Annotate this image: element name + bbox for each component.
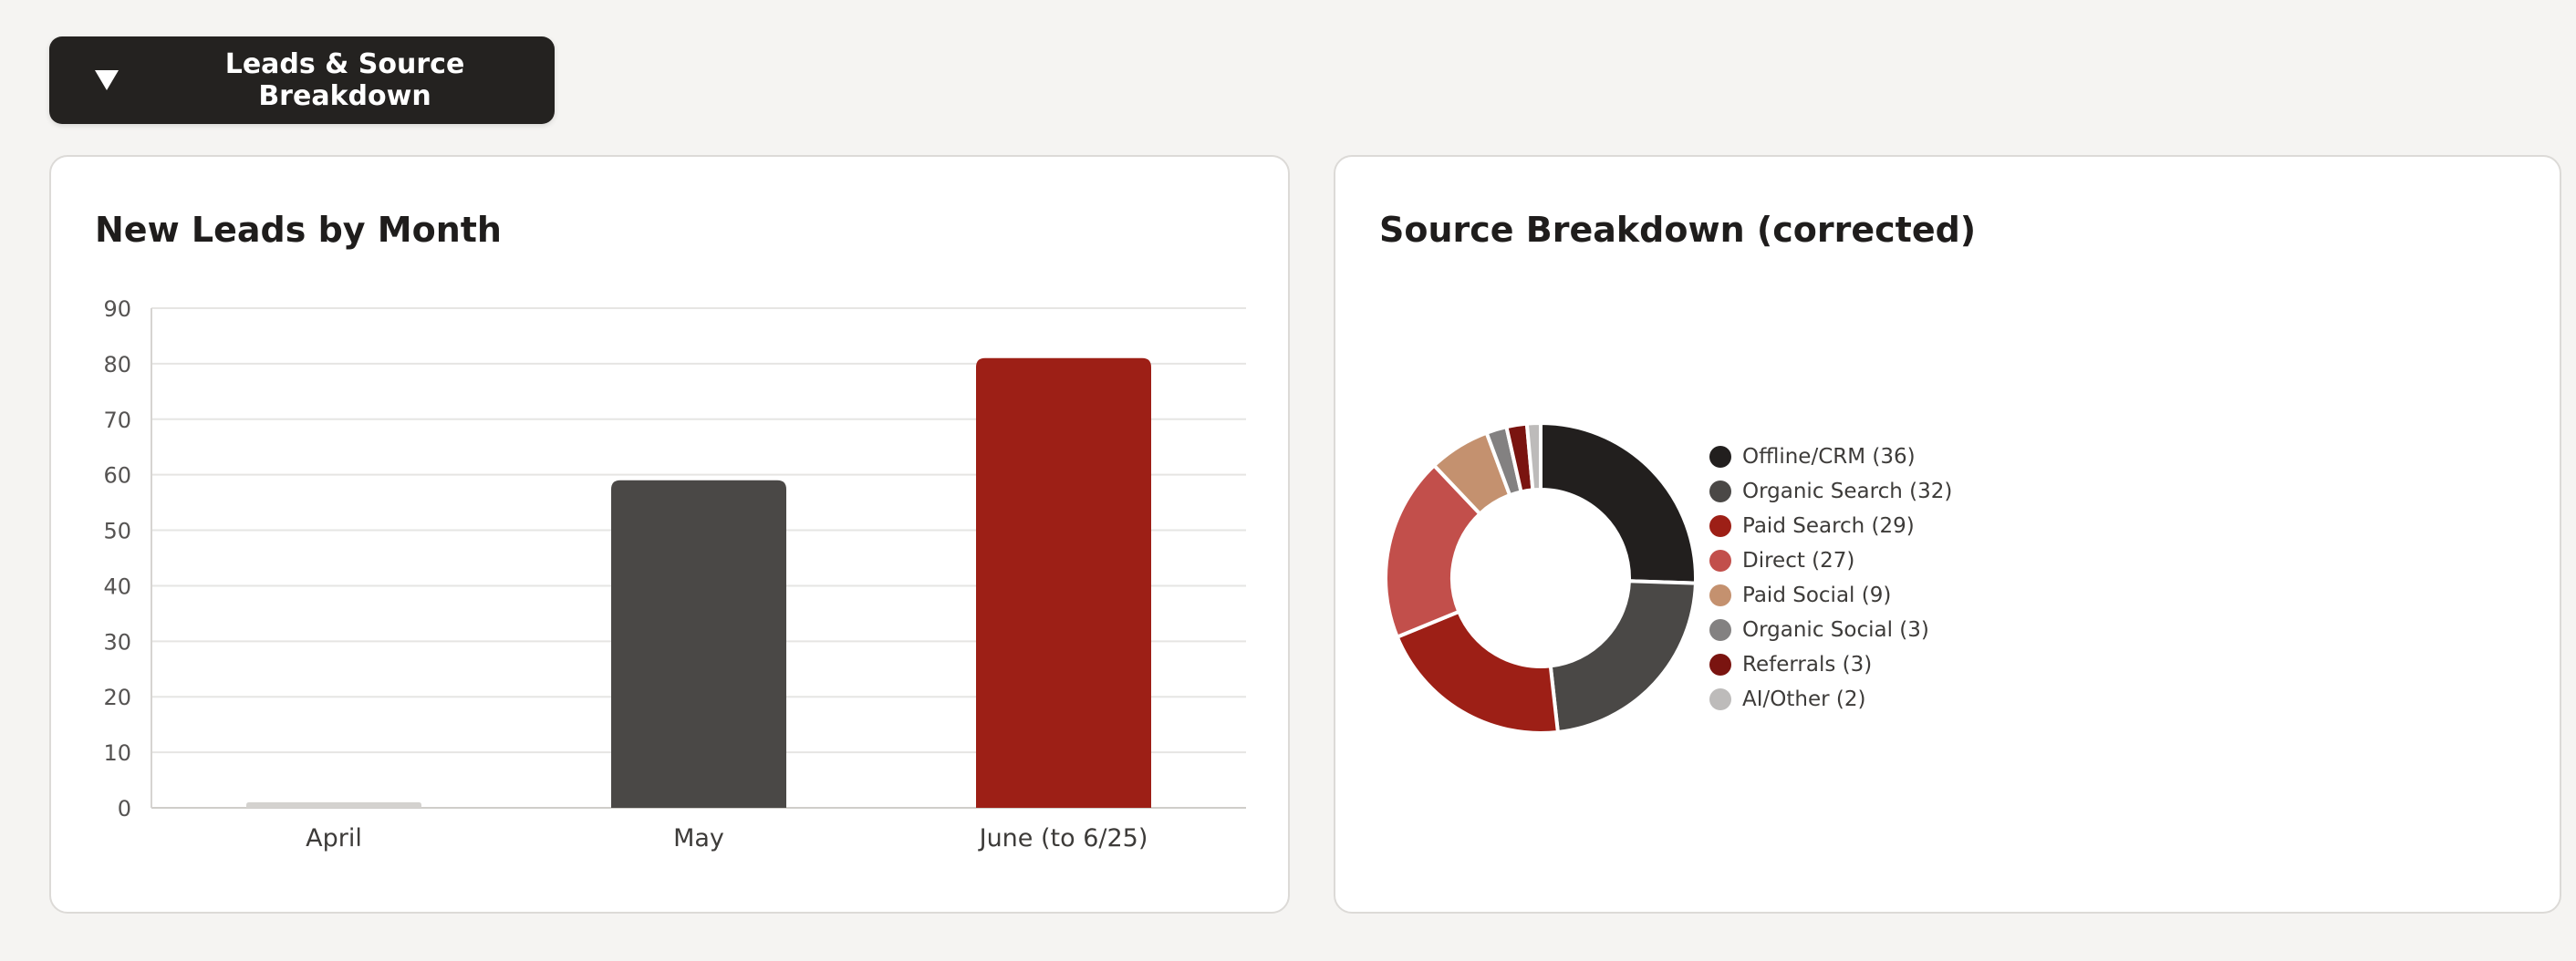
y-tick-label: 0 [118,796,131,822]
legend-swatch [1709,688,1731,710]
donut-legend: Offline/CRM (36) Organic Search (32) Paid … [1709,439,1952,717]
y-tick-label: 30 [103,629,131,655]
y-tick-label: 60 [103,463,131,489]
legend-swatch [1709,619,1731,641]
x-tick-label: May [673,824,724,852]
x-tick-label: April [306,824,362,852]
legend-item[interactable]: Organic Social (3) [1709,613,1952,647]
donut-slice-organic-search[interactable] [1548,579,1698,734]
bar-chart: 0 10 20 30 40 50 60 70 80 90 April May June (to 6/25… [103,296,1246,852]
x-tick-label: June (to 6/25) [978,824,1148,852]
y-tick-label: 90 [103,296,131,322]
legend-item[interactable]: AI/Other (2) [1709,682,1952,717]
section-toggle-label: Leads & Source Breakdown [224,48,465,112]
donut-chart-title: Source Breakdown (corrected) [1379,210,1977,250]
triangle-down-icon [95,70,119,90]
y-tick-label: 80 [103,352,131,377]
y-tick-label: 10 [103,740,131,766]
legend-item[interactable]: Paid Search (29) [1709,509,1952,543]
legend-item[interactable]: Paid Social (9) [1709,578,1952,613]
legend-swatch [1709,654,1731,676]
bar-april[interactable] [246,801,421,808]
donut-chart [1384,421,1698,735]
y-tick-label: 50 [103,519,131,544]
donut-slice-offline-crm[interactable] [1539,421,1698,585]
y-tick-label: 40 [103,574,131,599]
legend-label: Paid Search (29) [1742,514,1915,538]
bar-may[interactable] [611,480,786,808]
legend-item[interactable]: Organic Search (32) [1709,474,1952,509]
source-breakdown-card: Source Breakdown (corrected) Offline/CRM… [1334,155,2561,914]
legend-swatch [1709,446,1731,468]
legend-item[interactable]: Referrals (3) [1709,647,1952,682]
section-toggle-button[interactable]: Leads & Source Breakdown [49,36,555,124]
leads-by-month-card: New Leads by Month 0 10 20 30 40 50 60 70 80 90 Ap… [49,155,1290,914]
legend-label: Offline/CRM (36) [1742,445,1916,469]
legend-swatch [1709,480,1731,502]
legend-item[interactable]: Offline/CRM (36) [1709,439,1952,474]
legend-label: Organic Search (32) [1742,480,1953,503]
bar-chart-title: New Leads by Month [95,210,502,250]
legend-label: AI/Other (2) [1742,687,1866,711]
legend-swatch [1709,515,1731,537]
legend-label: Paid Social (9) [1742,584,1892,607]
donut-slice-paid-search[interactable] [1395,609,1560,735]
legend-swatch [1709,584,1731,606]
legend-item[interactable]: Direct (27) [1709,543,1952,578]
legend-label: Organic Social (3) [1742,618,1929,642]
y-tick-label: 70 [103,408,131,433]
y-tick-label: 20 [103,685,131,710]
legend-swatch [1709,550,1731,572]
legend-label: Direct (27) [1742,549,1855,573]
donut-slice-ai-other[interactable] [1524,421,1542,492]
bar-june-to-6-25[interactable] [976,357,1151,808]
legend-label: Referrals (3) [1742,653,1873,677]
